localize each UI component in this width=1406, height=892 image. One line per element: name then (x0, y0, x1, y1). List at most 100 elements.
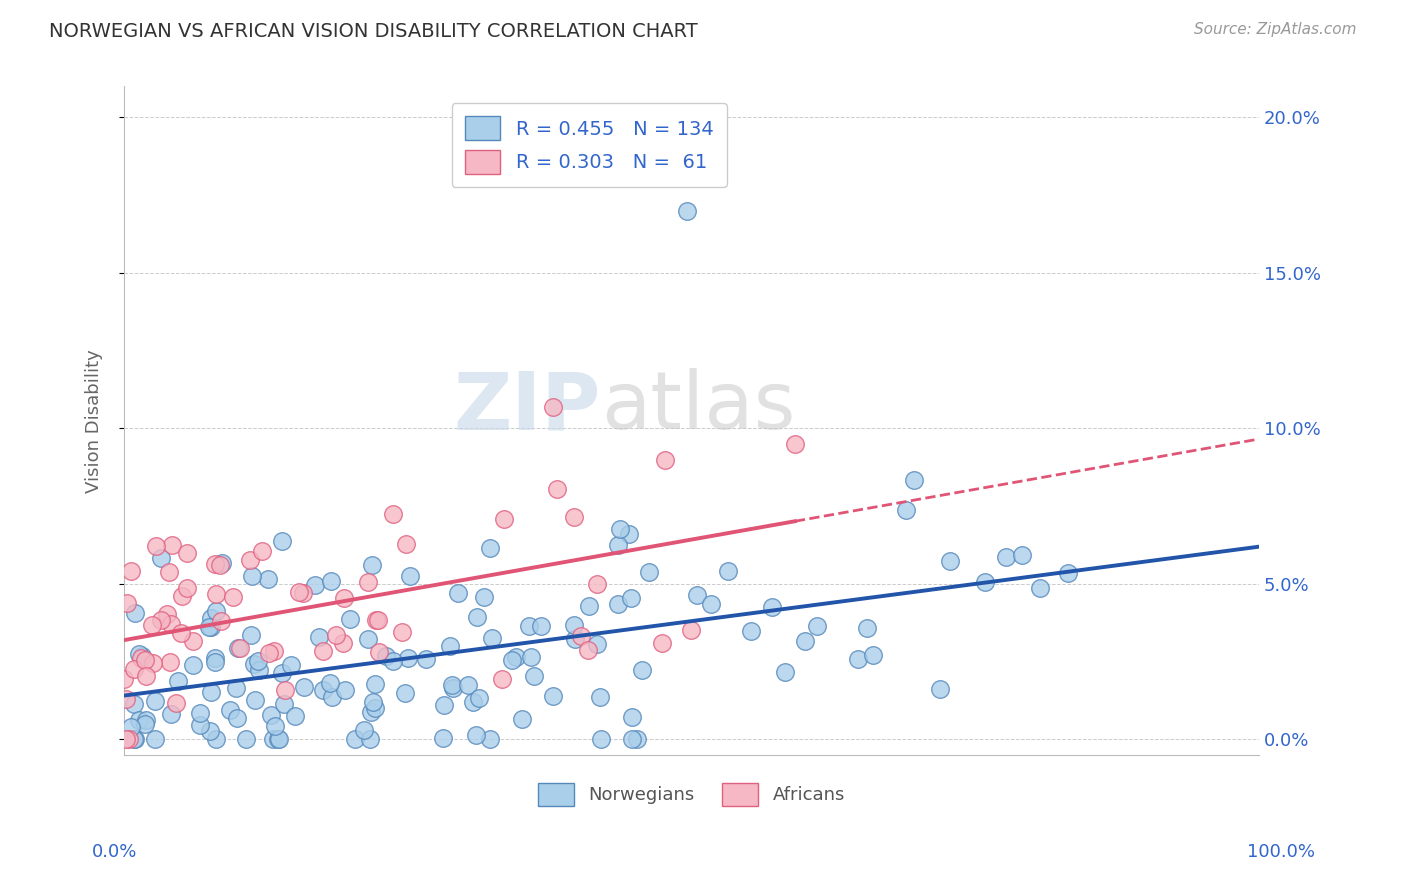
Point (128, 713, 150, 727)
Point (280, 658, 302, 673)
Point (165, 696, 187, 710)
Point (562, 618, 585, 632)
Point (361, 694, 384, 708)
Point (339, 612, 361, 626)
Point (517, 619, 540, 633)
Point (793, 634, 815, 648)
Point (396, 651, 419, 665)
Y-axis label: Vision Disability: Vision Disability (86, 349, 103, 492)
Point (205, 587, 228, 601)
Point (974, 575, 997, 590)
Point (222, 591, 245, 605)
Point (441, 681, 464, 696)
Point (142, 656, 165, 670)
Point (267, 732, 290, 747)
Point (291, 586, 314, 600)
Point (391, 624, 413, 639)
Point (239, 553, 262, 567)
Point (262, 732, 284, 747)
Point (176, 581, 198, 595)
Point (620, 591, 643, 605)
Point (399, 569, 422, 583)
Point (364, 701, 387, 715)
Point (156, 607, 179, 621)
Point (149, 613, 172, 627)
Text: 0.0%: 0.0% (91, 843, 136, 861)
Point (357, 574, 380, 589)
Point (204, 651, 226, 665)
Point (773, 665, 796, 679)
Point (522, 669, 544, 683)
Point (181, 658, 204, 673)
Point (304, 577, 326, 591)
Point (271, 533, 294, 548)
Point (208, 558, 231, 572)
Text: 100.0%: 100.0% (1247, 843, 1315, 861)
Point (157, 566, 180, 580)
Point (160, 707, 183, 722)
Point (619, 527, 641, 541)
Point (124, 732, 146, 747)
Point (607, 597, 630, 611)
Point (308, 630, 330, 644)
Point (609, 522, 631, 536)
Point (198, 620, 221, 634)
Point (530, 618, 553, 632)
Point (447, 586, 470, 600)
Point (269, 732, 291, 747)
Point (260, 708, 283, 723)
Point (246, 654, 269, 668)
Point (465, 728, 488, 742)
Point (478, 732, 501, 747)
Point (129, 650, 152, 665)
Point (200, 611, 222, 625)
Point (439, 640, 461, 654)
Point (432, 731, 454, 745)
Point (319, 574, 342, 588)
Point (333, 682, 356, 697)
Text: atlas: atlas (600, 368, 794, 446)
Point (626, 732, 648, 747)
Point (457, 678, 479, 692)
Point (353, 723, 375, 738)
Point (630, 664, 652, 678)
Point (135, 713, 157, 727)
Point (463, 695, 485, 709)
Point (150, 550, 173, 565)
Point (740, 624, 762, 639)
Point (170, 589, 193, 603)
Point (510, 713, 533, 727)
Point (546, 482, 568, 496)
Point (169, 625, 191, 640)
Point (145, 732, 167, 747)
Point (543, 401, 565, 415)
Point (226, 710, 249, 724)
Point (288, 584, 311, 599)
Point (468, 690, 491, 705)
Point (586, 576, 609, 591)
Point (564, 632, 586, 647)
Point (235, 732, 257, 747)
Legend: Norwegians, Africans: Norwegians, Africans (531, 776, 852, 813)
Point (679, 623, 702, 637)
Point (229, 640, 252, 655)
Point (654, 452, 676, 467)
Point (806, 618, 828, 632)
Point (501, 653, 523, 667)
Point (240, 569, 263, 583)
Point (273, 697, 295, 711)
Point (118, 732, 141, 747)
Point (243, 693, 266, 707)
Point (176, 545, 198, 559)
Point (325, 628, 347, 642)
Point (252, 543, 274, 558)
Point (159, 617, 181, 632)
Point (321, 690, 343, 704)
Point (929, 682, 952, 697)
Point (676, 203, 699, 218)
Point (257, 572, 280, 586)
Point (134, 717, 156, 731)
Point (686, 588, 709, 602)
Point (382, 507, 405, 521)
Point (264, 719, 287, 733)
